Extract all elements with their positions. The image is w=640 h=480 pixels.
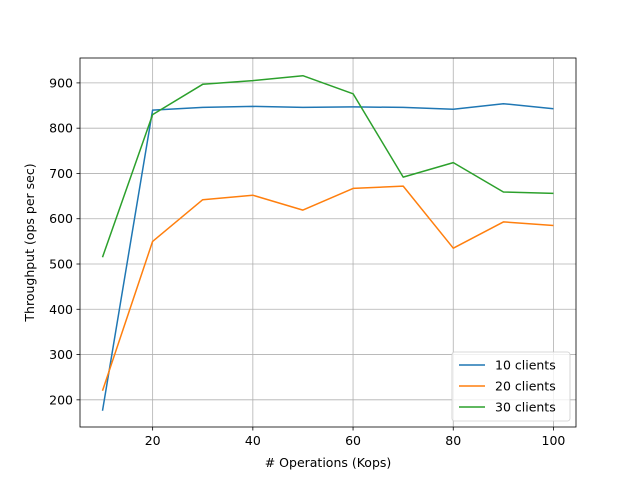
y-tick-label: 400 bbox=[49, 302, 73, 317]
y-tick-label: 200 bbox=[49, 392, 73, 407]
y-tick-label: 800 bbox=[49, 121, 73, 136]
series-line-1 bbox=[101, 102, 554, 411]
grid bbox=[80, 58, 576, 427]
x-tick-label: 100 bbox=[542, 433, 566, 448]
series-lines bbox=[101, 74, 554, 411]
x-tick-label: 40 bbox=[245, 433, 261, 448]
legend-label: 10 clients bbox=[495, 358, 556, 373]
legend-box bbox=[451, 351, 571, 422]
y-tick-label: 300 bbox=[49, 347, 73, 362]
series-line-2 bbox=[101, 185, 554, 392]
x-tick-label: 20 bbox=[145, 433, 161, 448]
plot-frame bbox=[79, 57, 577, 428]
x-tick-label: 80 bbox=[445, 433, 461, 448]
y-tick-label: 900 bbox=[49, 75, 73, 90]
x-axis-label: # Operations (Kops) bbox=[265, 455, 392, 470]
series-line-3 bbox=[101, 74, 554, 258]
legend: 10 clients 20 clients 30 clients bbox=[451, 351, 571, 422]
y-axis-label: Throughput (ops per sec) bbox=[22, 163, 37, 322]
y-tick-label: 500 bbox=[49, 257, 73, 272]
y-tick-label: 600 bbox=[49, 211, 73, 226]
legend-label: 20 clients bbox=[495, 379, 556, 394]
y-tick-label: 700 bbox=[49, 166, 73, 181]
x-tick-label: 60 bbox=[345, 433, 361, 448]
legend-label: 30 clients bbox=[495, 400, 556, 415]
axis-ticks: 20 40 60 80 100 200 300 400 500 600 700 800 900 bbox=[49, 75, 565, 448]
